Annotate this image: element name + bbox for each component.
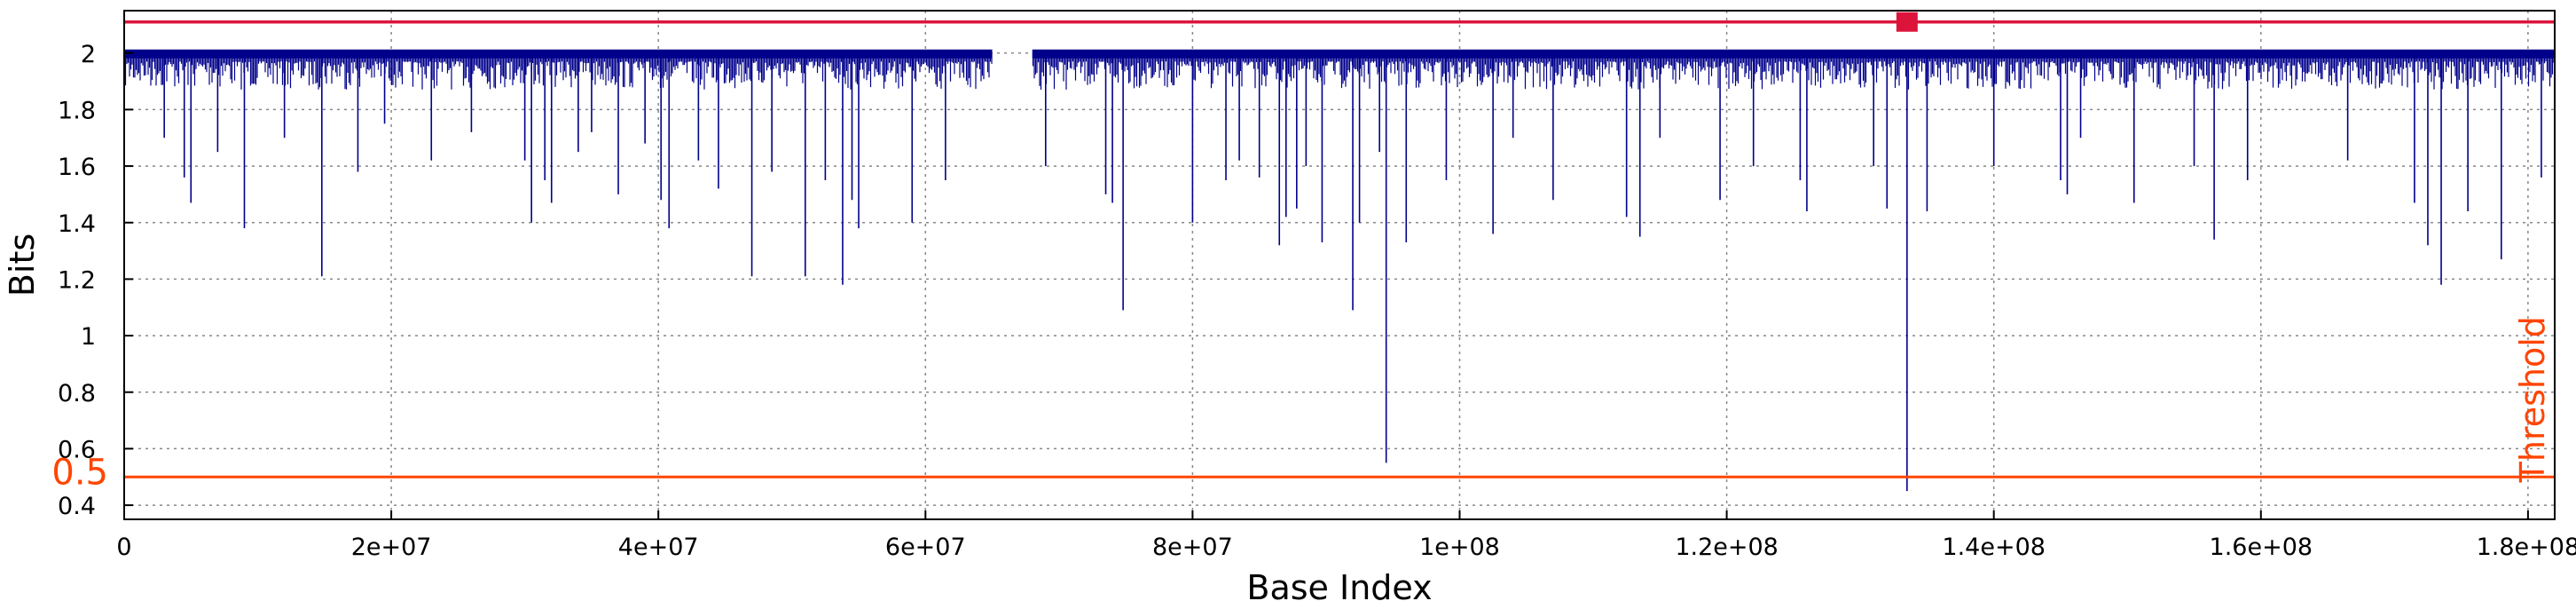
x-tick-label: 1e+08 <box>1419 534 1500 561</box>
x-tick-label: 2e+07 <box>351 534 432 561</box>
y-tick-label: 1.2 <box>58 266 96 294</box>
y-tick-label: 1.8 <box>58 97 96 124</box>
y-tick-label: 0.6 <box>58 436 96 463</box>
x-tick-label: 1.6e+08 <box>2210 534 2313 561</box>
x-tick-label: 8e+07 <box>1152 534 1233 561</box>
x-tick-label: 0 <box>116 534 131 561</box>
plot-frame <box>123 10 2556 520</box>
y-axis-label: Bits <box>3 233 42 297</box>
y-tick-label: 1.4 <box>58 210 96 238</box>
y-tick-label: 0.8 <box>58 380 96 407</box>
y-tick-label: 0.4 <box>58 493 96 520</box>
x-tick-label: 1.8e+08 <box>2477 534 2576 561</box>
grid-lines <box>124 11 2555 519</box>
x-tick-label: 1.4e+08 <box>1942 534 2046 561</box>
y-tick-label: 1.6 <box>58 154 96 181</box>
y-tick-label: 2 <box>81 41 96 68</box>
y-axis-ticks: 0.4 0.6 0.8 1 1.2 1.4 1.6 1.8 2 <box>58 41 133 520</box>
x-tick-label: 6e+07 <box>885 534 966 561</box>
threshold-name-label: Threshold <box>2513 316 2552 483</box>
y-tick-label: 1 <box>81 323 96 351</box>
series-bits <box>123 49 2555 492</box>
x-axis-ticks: 0 2e+07 4e+07 6e+07 8e+07 1e+08 1.2e+08 1.4e+08… <box>116 510 2576 561</box>
threshold-value-label: 0.5 <box>51 452 108 493</box>
x-tick-label: 1.2e+08 <box>1675 534 1779 561</box>
top-marker <box>1896 12 1918 32</box>
threshold-overlays <box>124 12 2555 478</box>
series-band <box>1032 49 2555 59</box>
x-axis-label: Base Index <box>1246 568 1432 607</box>
x-tick-label: 4e+07 <box>618 534 699 561</box>
series-texture <box>123 52 2555 91</box>
